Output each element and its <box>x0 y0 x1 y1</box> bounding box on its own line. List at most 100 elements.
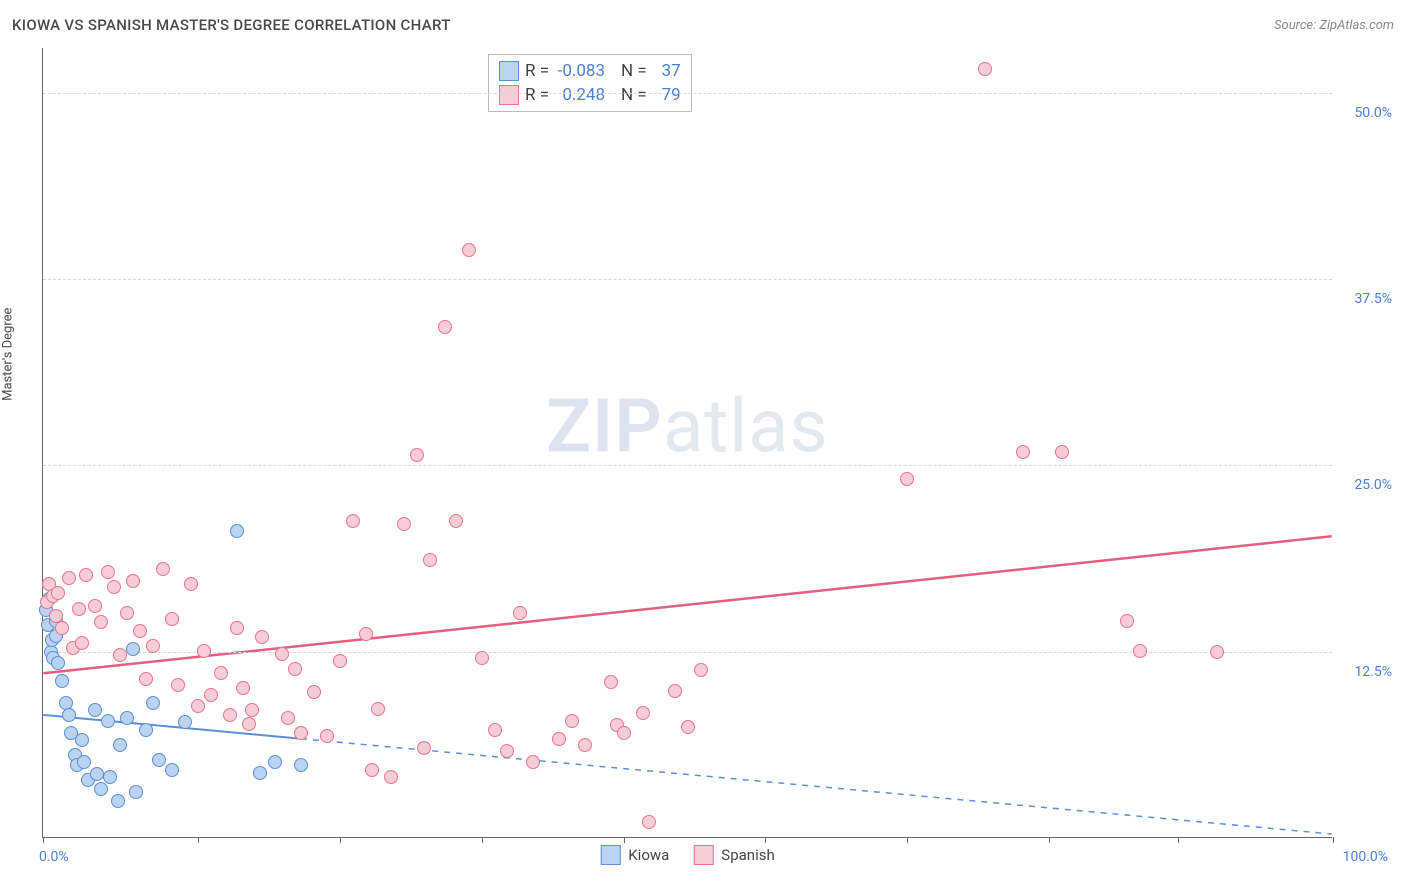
x-tick <box>1049 837 1050 843</box>
scatter-point <box>62 708 76 722</box>
scatter-point <box>101 714 115 728</box>
scatter-point <box>129 785 143 799</box>
scatter-point <box>111 794 125 808</box>
scatter-point <box>236 681 250 695</box>
x-tick <box>624 837 625 843</box>
scatter-point <box>171 678 185 692</box>
scatter-point <box>642 815 656 829</box>
legend-item: Kiowa <box>600 845 669 865</box>
scatter-point <box>113 738 127 752</box>
scatter-point <box>346 514 360 528</box>
scatter-point <box>552 732 566 746</box>
scatter-point <box>255 630 269 644</box>
scatter-point <box>55 621 69 635</box>
scatter-point <box>978 62 992 76</box>
chart-container: KIOWA VS SPANISH MASTER'S DEGREE CORRELA… <box>0 0 1406 892</box>
scatter-point <box>55 674 69 688</box>
scatter-point <box>126 642 140 656</box>
scatter-point <box>156 562 170 576</box>
scatter-point <box>94 782 108 796</box>
scatter-point <box>423 553 437 567</box>
legend-r-label: R = <box>525 85 549 105</box>
legend-swatch <box>499 85 519 105</box>
scatter-point <box>120 711 134 725</box>
scatter-point <box>475 651 489 665</box>
scatter-point <box>488 723 502 737</box>
scatter-point <box>103 770 117 784</box>
scatter-point <box>197 644 211 658</box>
gridline <box>43 465 1332 466</box>
scatter-point <box>1055 445 1069 459</box>
scatter-point <box>51 656 65 670</box>
legend-bottom: Kiowa Spanish <box>600 845 774 865</box>
legend-swatch <box>499 61 519 81</box>
scatter-point <box>214 666 228 680</box>
scatter-point <box>77 755 91 769</box>
scatter-point <box>449 514 463 528</box>
scatter-point <box>245 703 259 717</box>
scatter-point <box>79 568 93 582</box>
x-tick <box>198 837 199 843</box>
scatter-point <box>681 720 695 734</box>
scatter-point <box>120 606 134 620</box>
scatter-point <box>359 627 373 641</box>
legend-item-label: Spanish <box>721 846 774 864</box>
gridline <box>43 279 1332 280</box>
x-tick <box>907 837 908 843</box>
legend-r-value: -0.083 <box>555 61 605 81</box>
scatter-point <box>365 763 379 777</box>
regression-lines-layer <box>43 48 1332 837</box>
scatter-point <box>230 621 244 635</box>
scatter-point <box>397 517 411 531</box>
scatter-point <box>51 586 65 600</box>
scatter-point <box>307 685 321 699</box>
scatter-point <box>146 639 160 653</box>
scatter-point <box>139 672 153 686</box>
scatter-point <box>900 472 914 486</box>
legend-r-value: 0.248 <box>555 85 605 105</box>
scatter-point <box>438 320 452 334</box>
legend-n-value: 79 <box>653 85 681 105</box>
legend-n-label: N = <box>621 85 647 105</box>
scatter-point <box>88 599 102 613</box>
scatter-point <box>253 766 267 780</box>
scatter-point <box>72 602 86 616</box>
source-attribution: Source: ZipAtlas.com <box>1274 18 1394 33</box>
scatter-point <box>417 741 431 755</box>
x-tick <box>1333 837 1334 843</box>
legend-stats-box: R =-0.083N =37R =0.248N =79 <box>488 54 692 112</box>
scatter-point <box>94 615 108 629</box>
legend-stats-row: R =-0.083N =37 <box>499 59 681 83</box>
scatter-point <box>636 706 650 720</box>
scatter-point <box>617 726 631 740</box>
scatter-point <box>75 733 89 747</box>
scatter-point <box>604 675 618 689</box>
scatter-point <box>242 717 256 731</box>
scatter-point <box>126 574 140 588</box>
scatter-point <box>275 647 289 661</box>
legend-r-label: R = <box>525 61 549 81</box>
scatter-point <box>165 612 179 626</box>
x-tick-label-max: 100.0% <box>1343 849 1388 865</box>
scatter-point <box>513 606 527 620</box>
regression-line-dashed <box>301 739 1332 834</box>
scatter-point <box>288 662 302 676</box>
legend-n-label: N = <box>621 61 647 81</box>
scatter-point <box>294 726 308 740</box>
x-tick-label-min: 0.0% <box>39 849 69 865</box>
scatter-point <box>694 663 708 677</box>
scatter-point <box>107 580 121 594</box>
scatter-point <box>184 577 198 591</box>
scatter-point <box>90 767 104 781</box>
scatter-point <box>281 711 295 725</box>
legend-item: Spanish <box>693 845 774 865</box>
scatter-point <box>462 243 476 257</box>
scatter-point <box>371 702 385 716</box>
scatter-point <box>204 688 218 702</box>
scatter-point <box>333 654 347 668</box>
scatter-point <box>152 753 166 767</box>
scatter-point <box>1016 445 1030 459</box>
scatter-point <box>178 715 192 729</box>
scatter-point <box>410 448 424 462</box>
scatter-point <box>1133 644 1147 658</box>
